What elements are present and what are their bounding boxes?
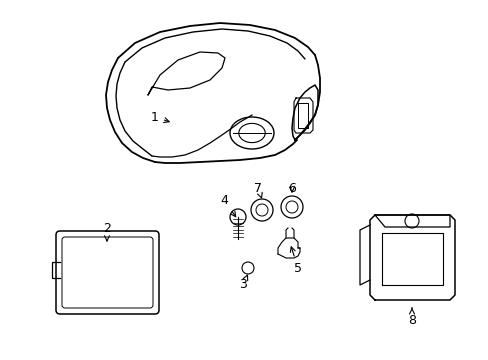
- Text: 6: 6: [287, 181, 295, 194]
- Text: 7: 7: [253, 181, 262, 198]
- Text: 3: 3: [239, 275, 247, 292]
- Text: 8: 8: [407, 308, 415, 327]
- Text: 4: 4: [220, 194, 235, 217]
- Text: 2: 2: [103, 221, 111, 241]
- Text: 1: 1: [151, 111, 169, 123]
- Text: 5: 5: [290, 247, 302, 275]
